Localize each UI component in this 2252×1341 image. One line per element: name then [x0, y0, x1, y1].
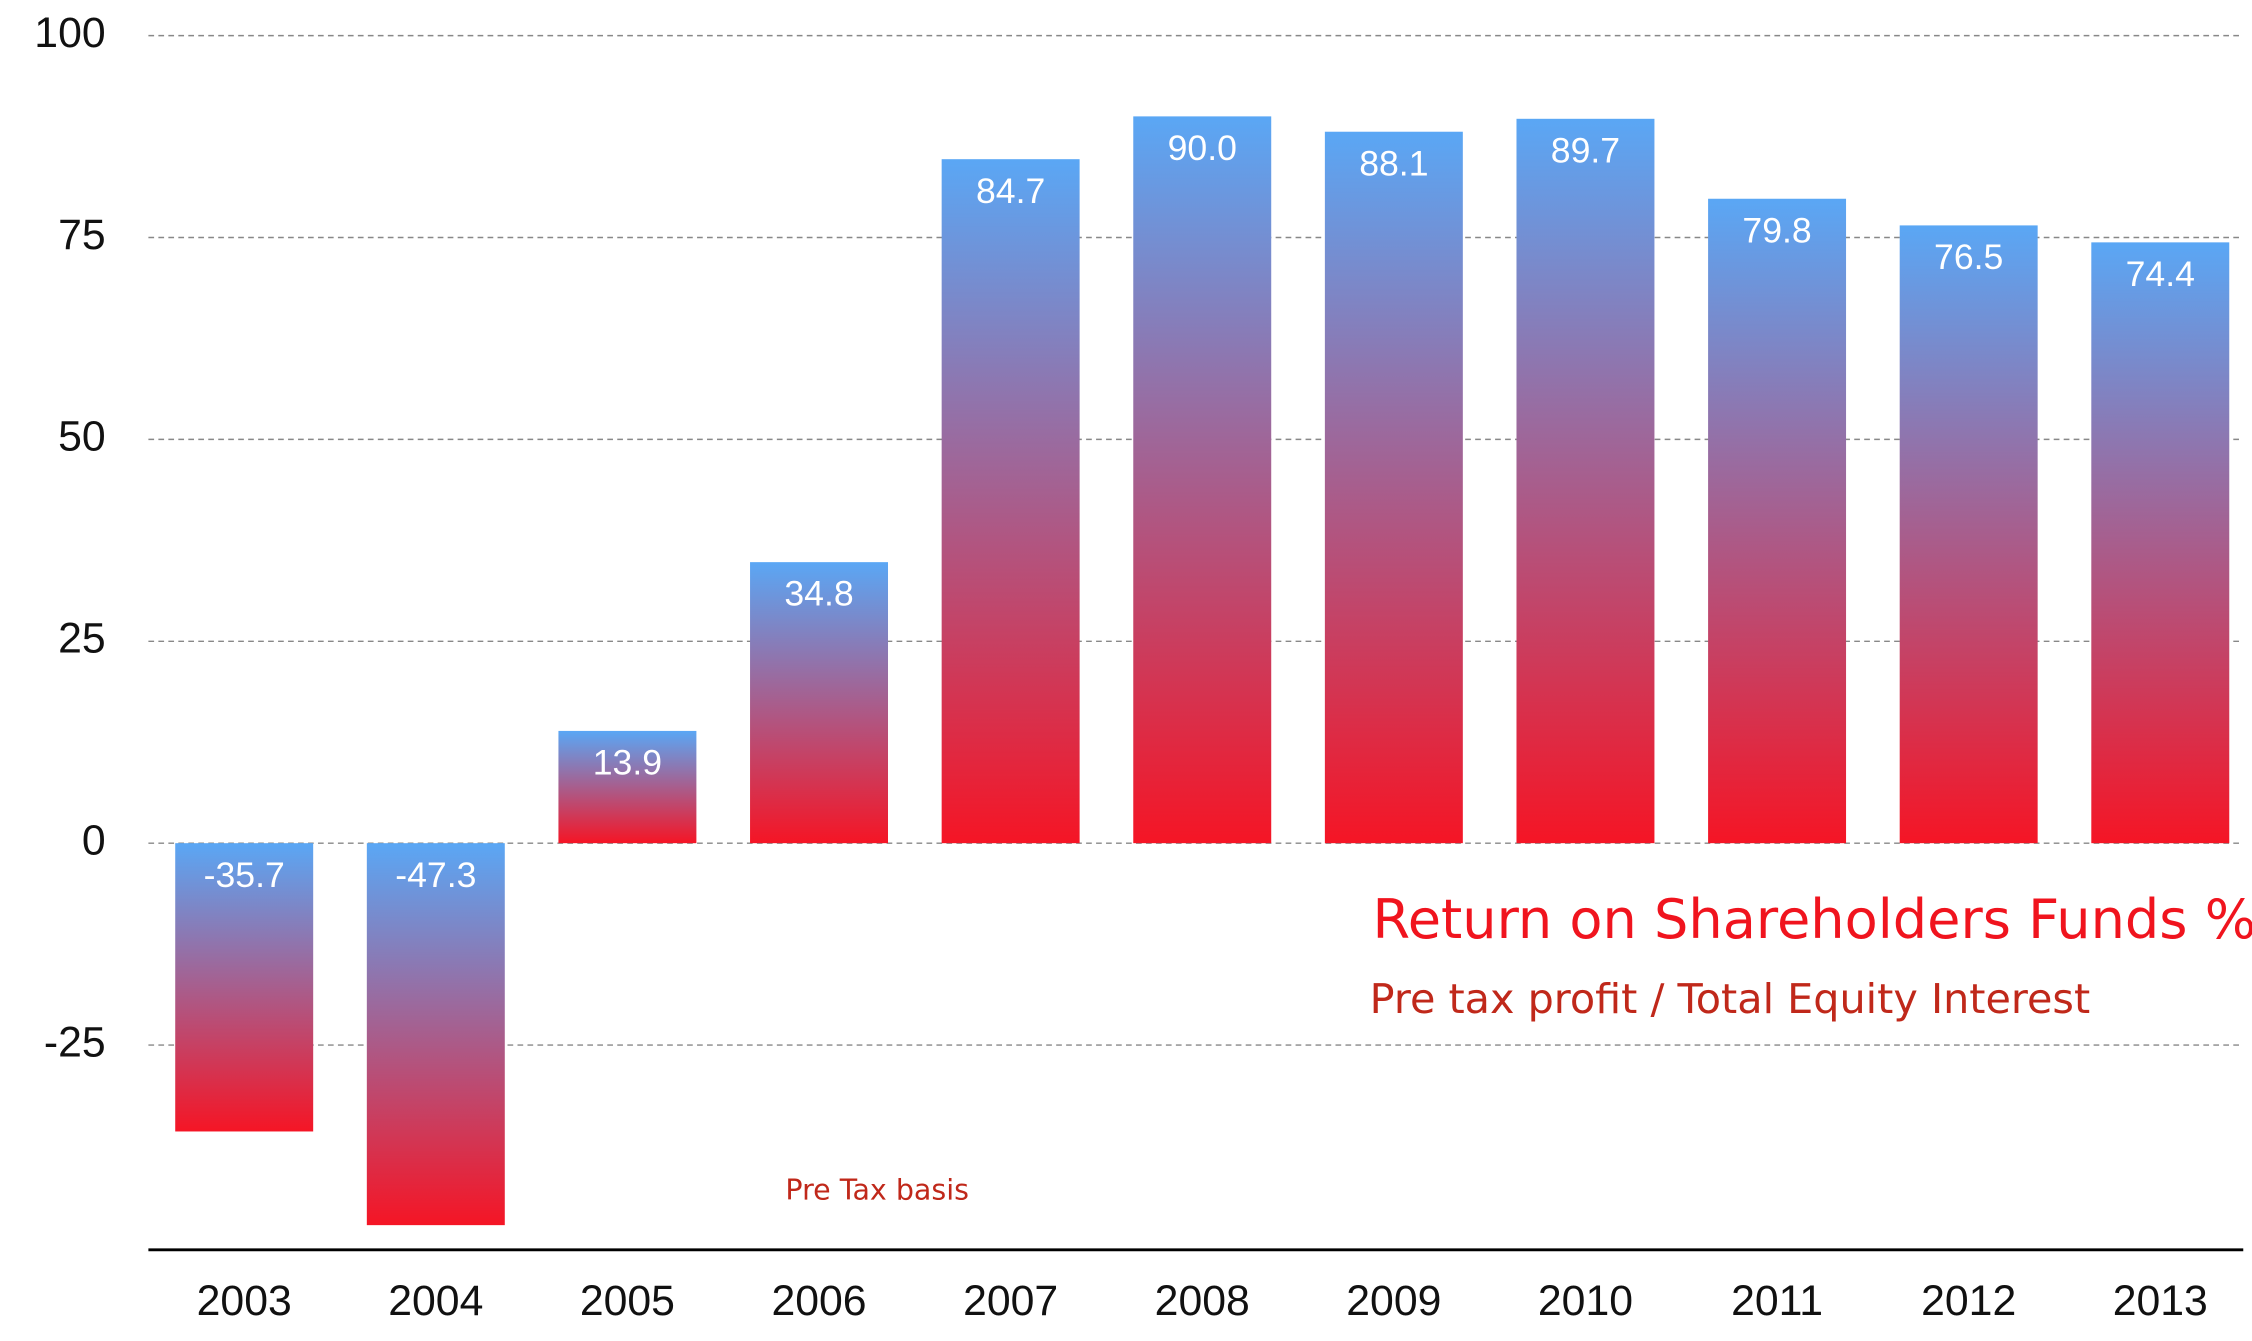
value-label: -35.7 — [204, 855, 285, 895]
x-tick-label: 2008 — [1155, 1277, 1250, 1325]
bar — [2091, 242, 2230, 844]
bar — [558, 730, 697, 844]
x-tick-label: 2004 — [388, 1277, 483, 1325]
x-tick-label: 2006 — [771, 1277, 866, 1325]
annotation: Pre Tax basis — [785, 1173, 969, 1206]
x-tick-label: 2009 — [1346, 1277, 1441, 1325]
value-label: 79.8 — [1742, 210, 1811, 250]
value-label: -47.3 — [395, 855, 476, 895]
value-label: 13.9 — [593, 743, 662, 783]
x-tick-label: 2005 — [580, 1277, 675, 1325]
bar — [750, 562, 889, 844]
value-label: 76.5 — [1934, 237, 2003, 277]
y-tick-label: 75 — [58, 211, 106, 259]
bar — [1324, 131, 1463, 844]
y-tick-label: -25 — [44, 1018, 106, 1066]
bar — [941, 159, 1080, 844]
x-tick-label: 2010 — [1538, 1277, 1633, 1325]
y-tick-label: 25 — [58, 615, 106, 663]
x-tick-label: 2007 — [963, 1277, 1058, 1325]
x-tick-label: 2013 — [2113, 1277, 2208, 1325]
x-tick-label: 2003 — [197, 1277, 292, 1325]
value-label: 90.0 — [1168, 128, 1237, 168]
bar — [1899, 225, 2038, 844]
chart-title: Return on Shareholders Funds % — [1373, 888, 2252, 951]
bar — [1516, 118, 1655, 844]
x-tick-label: 2012 — [1921, 1277, 2016, 1325]
x-tick-label: 2011 — [1731, 1277, 1823, 1325]
value-label: 88.1 — [1359, 143, 1428, 183]
y-tick-label: 100 — [34, 9, 105, 57]
y-tick-label: 0 — [82, 816, 106, 864]
chart-subtitle: Pre tax profit / Total Equity Interest — [1370, 975, 2090, 1023]
bar — [1708, 198, 1847, 844]
bar — [175, 843, 314, 1132]
value-label: 74.4 — [2126, 254, 2195, 294]
value-label: 84.7 — [976, 171, 1045, 211]
bar — [366, 843, 505, 1226]
y-tick-label: 50 — [58, 413, 106, 461]
value-label: 34.8 — [784, 574, 853, 614]
bar — [1133, 116, 1272, 844]
value-label: 89.7 — [1551, 130, 1620, 170]
